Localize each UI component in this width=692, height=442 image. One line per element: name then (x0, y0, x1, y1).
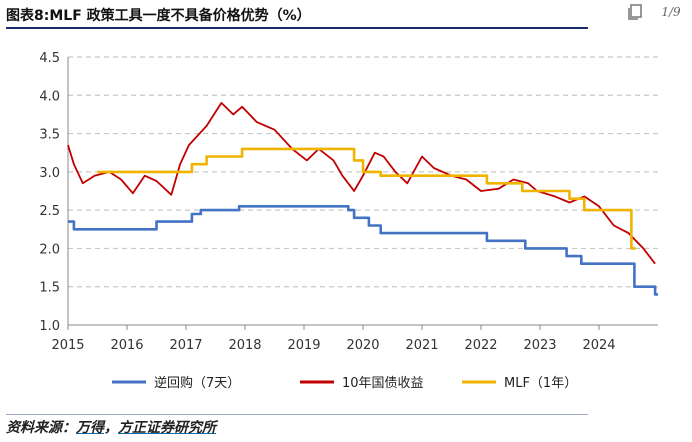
source-label: 资料来源： (6, 420, 76, 436)
copy-icon[interactable] (622, 1, 648, 23)
footer-rule (6, 414, 588, 415)
source-note: 资料来源：万得，方正证券研究所 (6, 417, 216, 437)
xtick-label-3: 2018 (228, 338, 261, 353)
ytick-label-5: 3.5 (39, 128, 60, 143)
xtick-label-0: 2015 (51, 338, 84, 353)
ytick-label-1: 1.5 (39, 281, 60, 296)
ytick-label-6: 4.0 (39, 89, 60, 104)
ytick-label-3: 2.5 (39, 204, 60, 219)
xtick-label-6: 2021 (405, 338, 438, 353)
page-indicator: 1/9 (661, 5, 681, 19)
ytick-label-7: 4.5 (39, 51, 60, 66)
series-line-0 (68, 205, 658, 296)
xtick-label-2: 2017 (169, 338, 202, 353)
xtick-label-9: 2024 (582, 338, 615, 353)
title-rule (6, 27, 588, 29)
source-separator: ， (104, 420, 118, 436)
xtick-label-7: 2022 (464, 338, 497, 353)
ytick-label-2: 2.0 (39, 242, 60, 257)
source-broker[interactable]: 方正证券研究所 (118, 420, 216, 436)
series-line-1 (67, 102, 656, 265)
chart-svg: 1.0 1.5 2.0 2.5 3.0 3.5 4.0 4.5 2015 2016 2017 2018… (39, 51, 658, 391)
axis-layer: 1.0 1.5 2.0 2.5 3.0 3.5 4.0 4.5 2015 2016 2017 2018… (39, 51, 658, 353)
legend: 逆回购（7天） 10年国债收益 MLF（1年） (112, 375, 577, 391)
legend-label-2: MLF（1年） (504, 376, 577, 391)
ytick-label-4: 3.0 (39, 166, 60, 181)
ytick-label-0: 1.0 (39, 319, 60, 334)
source-wind[interactable]: 万得 (76, 420, 104, 436)
copy-icon-graphic (628, 4, 642, 20)
xtick-label-4: 2019 (287, 338, 320, 353)
series-line-2 (97, 147, 636, 250)
xtick-label-1: 2016 (110, 338, 143, 353)
legend-label-1: 10年国债收益 (342, 376, 424, 391)
xtick-label-8: 2023 (523, 338, 556, 353)
xtick-label-5: 2020 (346, 338, 379, 353)
chart-title: 图表8:MLF 政策工具一度不具备价格优势（%） (6, 8, 311, 24)
series-layer (67, 102, 658, 296)
reader-toolbar: 1/9 (622, 0, 684, 24)
legend-label-0: 逆回购（7天） (154, 375, 240, 391)
